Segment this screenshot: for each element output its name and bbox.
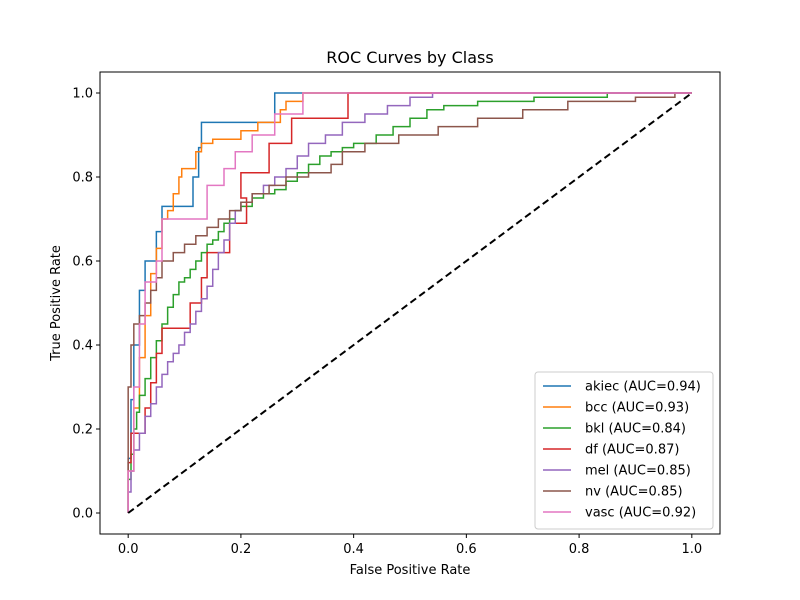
y-tick-label: 0.8 xyxy=(72,171,93,186)
series-lines xyxy=(127,92,693,514)
x-tick-label: 0.4 xyxy=(343,542,364,557)
y-axis-ticks: 0.0 0.2 0.4 0.6 0.8 1.0 xyxy=(72,87,100,522)
legend-label-bkl: bkl (AUC=0.84) xyxy=(585,422,686,437)
diagonal-reference-line xyxy=(127,92,693,514)
series-line-nv xyxy=(127,92,692,513)
y-tick-label: 0.6 xyxy=(72,255,93,270)
chart-title: ROC Curves by Class xyxy=(326,48,493,67)
x-tick-label: 0.0 xyxy=(118,542,139,557)
series-line-bcc xyxy=(127,92,692,513)
series-line-vasc xyxy=(127,92,692,513)
x-tick-label: 1.0 xyxy=(681,542,702,557)
x-tick-label: 0.2 xyxy=(231,542,252,557)
legend-label-mel: mel (AUC=0.85) xyxy=(585,464,691,479)
legend-label-nv: nv (AUC=0.85) xyxy=(585,485,683,500)
x-tick-label: 0.8 xyxy=(569,542,590,557)
legend-label-df: df (AUC=0.87) xyxy=(585,443,679,458)
axes-frame xyxy=(99,71,721,535)
y-tick-label: 0.4 xyxy=(72,339,93,354)
legend-label-bcc: bcc (AUC=0.93) xyxy=(585,401,689,416)
plot-area: 0.0 0.2 0.4 0.6 0.8 1.0 0.0 0.2 0.4 0.6 0.8 1.0 xyxy=(72,71,721,557)
x-axis-ticks: 0.0 0.2 0.4 0.6 0.8 1.0 xyxy=(118,534,702,557)
x-axis-label: False Positive Rate xyxy=(350,563,471,578)
legend-label-vasc: vasc (AUC=0.92) xyxy=(585,506,696,521)
y-tick-label: 0.2 xyxy=(72,423,93,438)
series-line-mel xyxy=(127,92,692,513)
x-tick-label: 0.6 xyxy=(456,542,477,557)
y-axis-label: True Positive Rate xyxy=(49,245,64,362)
series-line-df xyxy=(127,92,692,513)
y-tick-label: 1.0 xyxy=(72,87,93,102)
y-tick-label: 0.0 xyxy=(72,507,93,522)
legend-frame xyxy=(534,371,714,530)
legend: akiec (AUC=0.94) bcc (AUC=0.93) bkl (AUC=0… xyxy=(534,371,714,530)
series-line-akiec xyxy=(127,92,692,513)
legend-label-akiec: akiec (AUC=0.94) xyxy=(585,380,701,395)
